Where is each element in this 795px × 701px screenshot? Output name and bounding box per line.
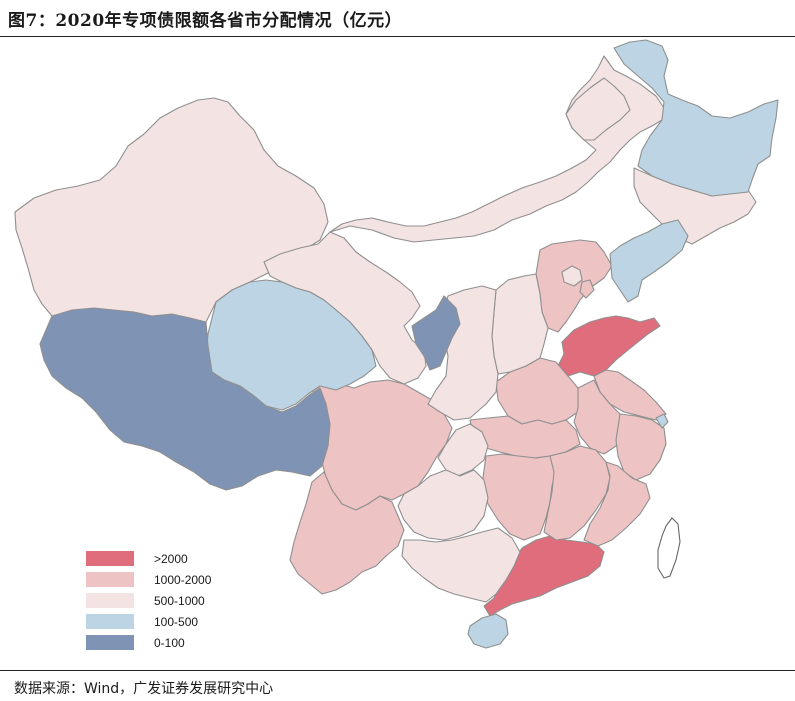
- legend-item-0-100: 0-100: [86, 632, 211, 653]
- province-inner-mongolia: [330, 56, 664, 242]
- source-rule: [0, 670, 795, 671]
- legend-swatch: [86, 635, 134, 650]
- province-liaoning: [610, 220, 688, 302]
- data-source: 数据来源：Wind，广发证券发展研究中心: [14, 678, 273, 698]
- legend-label: 0-100: [154, 636, 185, 650]
- map-legend: >2000 1000-2000 500-1000 100-500 0-100: [86, 548, 211, 653]
- legend-label: 100-500: [154, 615, 198, 629]
- legend-swatch: [86, 614, 134, 629]
- legend-item-above-2000: >2000: [86, 548, 211, 569]
- legend-swatch: [86, 572, 134, 587]
- legend-label: 1000-2000: [154, 573, 211, 587]
- legend-item-100-500: 100-500: [86, 611, 211, 632]
- legend-label: 500-1000: [154, 594, 205, 608]
- legend-item-500-1000: 500-1000: [86, 590, 211, 611]
- legend-swatch: [86, 593, 134, 608]
- legend-item-1000-2000: 1000-2000: [86, 569, 211, 590]
- legend-swatch: [86, 551, 134, 566]
- taiwan-outline: [658, 518, 680, 578]
- legend-label: >2000: [154, 552, 188, 566]
- province-shandong: [558, 316, 660, 376]
- figure-title: 图7：2020年专项债限额各省市分配情况（亿元）: [8, 6, 402, 31]
- province-hainan: [468, 614, 508, 648]
